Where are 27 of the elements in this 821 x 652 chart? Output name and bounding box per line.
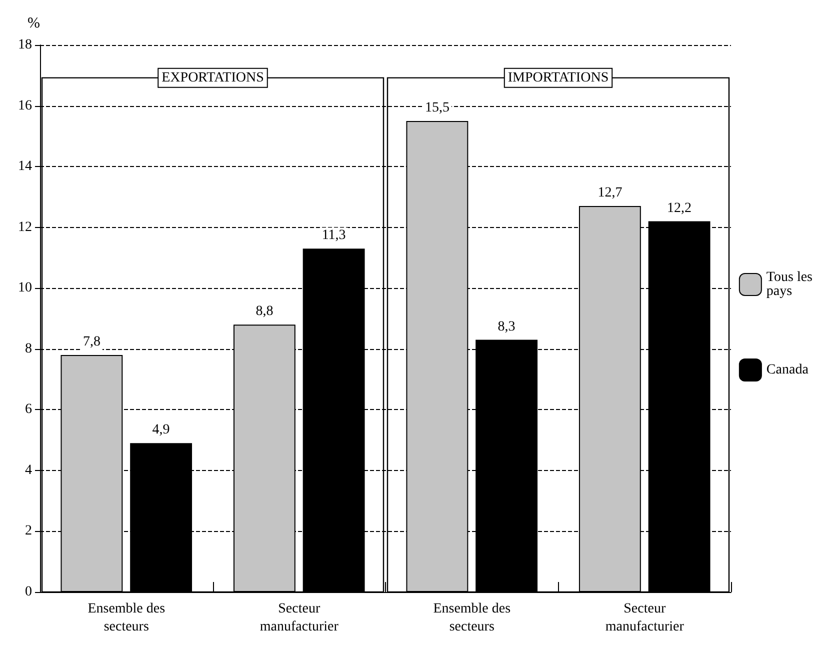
data-label: 15,5 [424,100,450,116]
legend-label: Tous les pays [766,270,816,299]
annotation: EXPORTATIONS [162,70,264,86]
annotation: IMPORTATIONS [508,70,609,86]
y-tick-label: 16 [18,98,32,114]
y-tick-label: 0 [25,584,32,600]
y-tick-label: 18 [18,38,32,52]
y-tick-label: 8 [25,341,32,356]
y-tick-label: 14 [18,159,32,174]
x-tick-label: Secteur manufacturier [260,602,339,634]
x-tick-label: Ensemble des secteurs [433,602,511,634]
data-label: 12,2 [667,200,692,216]
legend-label: Canada [766,362,810,378]
y-tick-label: 2 [25,524,32,539]
y-tick-label: 4 [25,462,32,478]
y-axis-title: % [28,16,40,32]
y-tick-label: 12 [18,220,32,235]
data-label: 4,9 [152,422,170,438]
data-label: 8,3 [498,319,516,334]
x-tick-label: Ensemble des secteurs [88,602,166,634]
data-label: 11,3 [322,228,346,244]
data-label: 7,8 [82,334,100,350]
x-tick-label: Secteur manufacturier [605,602,684,634]
y-tick-label: 10 [18,280,32,296]
data-label: 12,7 [598,186,622,201]
data-label: 8,8 [256,304,274,320]
y-tick-label: 6 [25,402,32,418]
